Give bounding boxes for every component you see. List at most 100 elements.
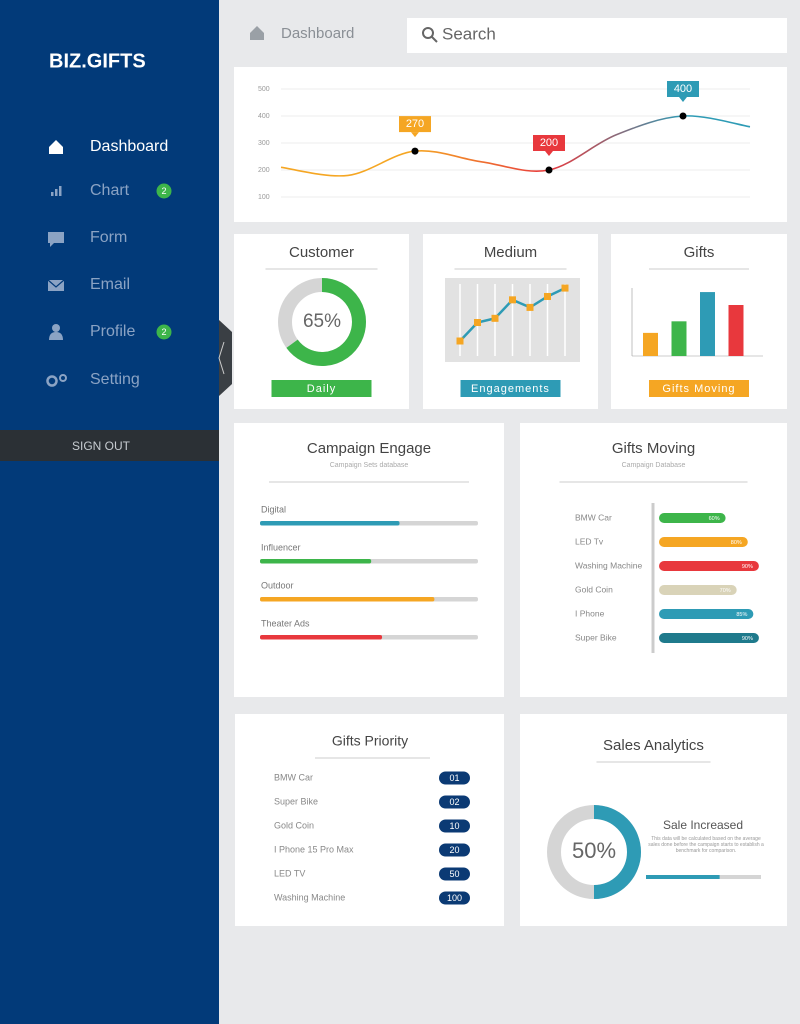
bar-label: Digital [261, 504, 286, 514]
bar [260, 521, 400, 526]
bar-value-label: 70% [720, 588, 731, 594]
nav-icon [59, 374, 67, 382]
row-label: BMW Car [274, 772, 313, 782]
point-label-tip [679, 97, 687, 102]
bar [260, 559, 372, 564]
sign-out: SIGN OUT [72, 439, 131, 453]
bar [260, 597, 435, 602]
donut-arc [286, 278, 366, 366]
footer-label: Gifts Moving [662, 383, 735, 395]
nav-icon [59, 186, 62, 196]
bar-label: Influencer [261, 542, 301, 552]
nav-badge [156, 324, 172, 340]
footer-label: Daily [307, 383, 336, 395]
priority-value: 01 [449, 773, 459, 783]
bar-value-label: 80% [731, 540, 742, 546]
point-label-bg [667, 81, 699, 97]
nav-item[interactable]: Form [90, 229, 127, 246]
point [545, 166, 553, 174]
bar [659, 585, 737, 595]
nav-item[interactable]: Chart [90, 182, 130, 199]
footer-badge [460, 380, 561, 397]
description-text: This data will be calculated based on th… [648, 836, 764, 854]
nav-badge [156, 183, 172, 199]
bar [659, 561, 759, 571]
card-title: Medium [484, 244, 537, 261]
card-title: Gifts Moving [612, 440, 695, 457]
point-label: 200 [540, 137, 558, 149]
point [474, 319, 481, 327]
bar-value-label: 85% [736, 612, 747, 618]
bar [659, 537, 748, 547]
footer-badge [649, 380, 749, 397]
footer-badge [271, 380, 372, 397]
point-label: 270 [406, 118, 424, 130]
card-title: Customer [289, 244, 354, 261]
y-tick-label: 500 [258, 86, 270, 93]
point [561, 284, 569, 292]
priority-badge [439, 771, 470, 785]
row-label: I Phone 15 Pro Max [274, 844, 354, 854]
priority-value: 100 [447, 893, 462, 903]
bar-value-label: 60% [709, 516, 720, 522]
footer-label: Engagements [471, 383, 550, 395]
priority-badge [439, 891, 470, 905]
sidebar [0, 0, 219, 1024]
priority-value: 10 [449, 821, 459, 831]
bar-label: I Phone [575, 608, 605, 618]
priority-badge [439, 795, 470, 809]
bar [659, 633, 759, 643]
bar-label: LED Tv [575, 536, 604, 546]
bar-label: Super Bike [575, 632, 617, 642]
point [679, 112, 687, 120]
nav-item[interactable]: Setting [90, 371, 140, 388]
search-box[interactable] [407, 18, 787, 53]
bar [659, 609, 754, 619]
point [411, 147, 419, 155]
point [526, 303, 534, 311]
bar [700, 292, 715, 356]
logo: BIZ.GIFTS [49, 50, 146, 72]
card-subtitle: Campaign Database [622, 462, 686, 469]
nav-icon [47, 279, 65, 288]
search-icon [422, 27, 434, 39]
y-tick-label: 400 [258, 113, 270, 120]
nav-badge-count: 2 [161, 186, 166, 196]
search-placeholder: Search [442, 24, 496, 43]
bar-label: BMW Car [575, 512, 612, 522]
y-tick-label: 300 [258, 140, 270, 147]
nav-icon [52, 324, 60, 332]
row-label: LED TV [274, 868, 305, 878]
nav-item[interactable]: Dashboard [90, 138, 168, 155]
bar-label: Outdoor [261, 580, 294, 590]
bar [671, 321, 687, 356]
priority-badge [439, 843, 470, 857]
sign-out-bar[interactable] [0, 430, 219, 461]
line [280, 115, 751, 177]
bar-label: Theater Ads [261, 618, 310, 628]
description: This data will be calculated based on th… [648, 836, 764, 854]
point-label-tip [545, 151, 553, 156]
priority-value: 20 [449, 845, 459, 855]
bar [728, 305, 744, 356]
nav-icon [55, 189, 58, 196]
collapse-chevron [218, 341, 225, 375]
card-title: Gifts Priority [332, 733, 408, 749]
bar [643, 332, 658, 356]
point-label-bg [399, 116, 431, 133]
search-icon-handle [431, 36, 438, 43]
nav-icon [48, 232, 64, 247]
card [234, 67, 787, 222]
point [509, 296, 516, 304]
card [611, 234, 787, 409]
collapse-tab[interactable] [219, 320, 232, 396]
progress-fill [646, 875, 720, 879]
bar-label: Washing Machine [575, 560, 643, 570]
nav-icon [46, 375, 58, 387]
bar [659, 513, 726, 523]
bar-label: Gold Coin [575, 584, 613, 594]
nav-item[interactable]: Email [90, 276, 130, 293]
priority-value: 50 [449, 869, 459, 879]
breadcrumb: Dashboard [281, 25, 354, 42]
nav-item[interactable]: Profile [90, 323, 135, 340]
